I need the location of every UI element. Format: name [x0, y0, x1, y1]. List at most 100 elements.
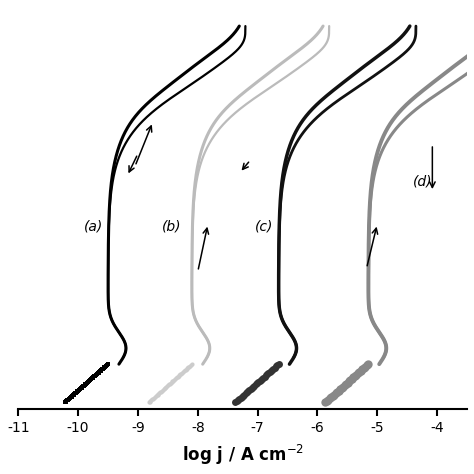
Point	[164, 382, 172, 389]
Point	[160, 385, 167, 393]
Point	[187, 361, 195, 369]
Point	[182, 365, 190, 373]
Point	[357, 367, 365, 374]
Point	[356, 368, 363, 376]
Point	[179, 368, 187, 376]
Point	[74, 387, 82, 394]
Point	[71, 390, 78, 398]
Point	[354, 370, 362, 377]
Point	[95, 368, 103, 376]
Point	[353, 371, 360, 379]
Point	[351, 372, 359, 380]
Point	[275, 360, 283, 368]
Point	[238, 393, 246, 401]
Point	[338, 384, 346, 392]
Point	[69, 392, 77, 399]
Point	[62, 398, 70, 406]
Point	[333, 388, 341, 396]
Point	[321, 399, 329, 406]
Point	[324, 396, 332, 403]
Point	[76, 386, 83, 393]
Point	[65, 395, 73, 403]
Point	[91, 372, 99, 380]
Point	[266, 368, 273, 376]
Point	[170, 377, 177, 384]
Point	[73, 388, 81, 395]
Point	[73, 388, 81, 396]
Point	[261, 373, 268, 380]
Point	[247, 385, 255, 393]
Point	[242, 390, 249, 397]
Point	[164, 382, 171, 390]
Point	[348, 375, 356, 383]
Point	[188, 360, 196, 368]
Point	[78, 384, 85, 392]
Point	[159, 386, 166, 394]
X-axis label: log j / A cm$^{-2}$: log j / A cm$^{-2}$	[182, 443, 304, 467]
Point	[344, 379, 351, 386]
Point	[336, 385, 344, 393]
Point	[89, 374, 97, 382]
Point	[67, 393, 74, 401]
Point	[258, 375, 266, 383]
Point	[79, 383, 86, 391]
Point	[101, 363, 109, 371]
Point	[87, 375, 95, 383]
Point	[273, 362, 281, 369]
Point	[239, 392, 247, 400]
Point	[100, 364, 108, 372]
Point	[173, 374, 181, 381]
Point	[178, 369, 186, 376]
Text: (c): (c)	[255, 219, 273, 233]
Point	[171, 376, 178, 383]
Point	[86, 376, 93, 384]
Point	[146, 398, 154, 405]
Point	[248, 384, 256, 392]
Point	[253, 380, 261, 387]
Point	[72, 390, 79, 397]
Point	[149, 395, 157, 402]
Point	[245, 387, 252, 395]
Point	[63, 397, 70, 405]
Point	[98, 366, 105, 374]
Point	[267, 367, 275, 375]
Point	[256, 377, 264, 385]
Point	[81, 381, 89, 389]
Point	[363, 362, 371, 369]
Point	[96, 367, 104, 375]
Point	[103, 362, 110, 369]
Point	[249, 383, 257, 391]
Point	[92, 371, 100, 378]
Point	[99, 365, 107, 373]
Point	[236, 395, 243, 403]
Point	[346, 376, 354, 384]
Point	[84, 378, 92, 385]
Point	[257, 376, 264, 384]
Point	[345, 377, 353, 385]
Point	[329, 392, 337, 400]
Text: (d): (d)	[413, 174, 433, 189]
Point	[103, 361, 111, 369]
Point	[100, 364, 108, 371]
Point	[66, 394, 74, 401]
Point	[82, 380, 90, 387]
Point	[181, 366, 189, 374]
Point	[180, 367, 188, 375]
Point	[90, 374, 97, 381]
Text: (b): (b)	[162, 219, 182, 233]
Point	[76, 385, 84, 392]
Point	[328, 393, 335, 401]
Point	[68, 392, 76, 400]
Point	[161, 384, 168, 392]
Point	[99, 365, 106, 373]
Point	[80, 383, 87, 390]
Point	[92, 372, 100, 379]
Point	[172, 374, 180, 382]
Point	[184, 364, 192, 371]
Point	[147, 396, 155, 404]
Point	[83, 379, 91, 387]
Point	[169, 378, 176, 385]
Point	[171, 375, 179, 383]
Point	[240, 391, 248, 398]
Point	[264, 369, 272, 377]
